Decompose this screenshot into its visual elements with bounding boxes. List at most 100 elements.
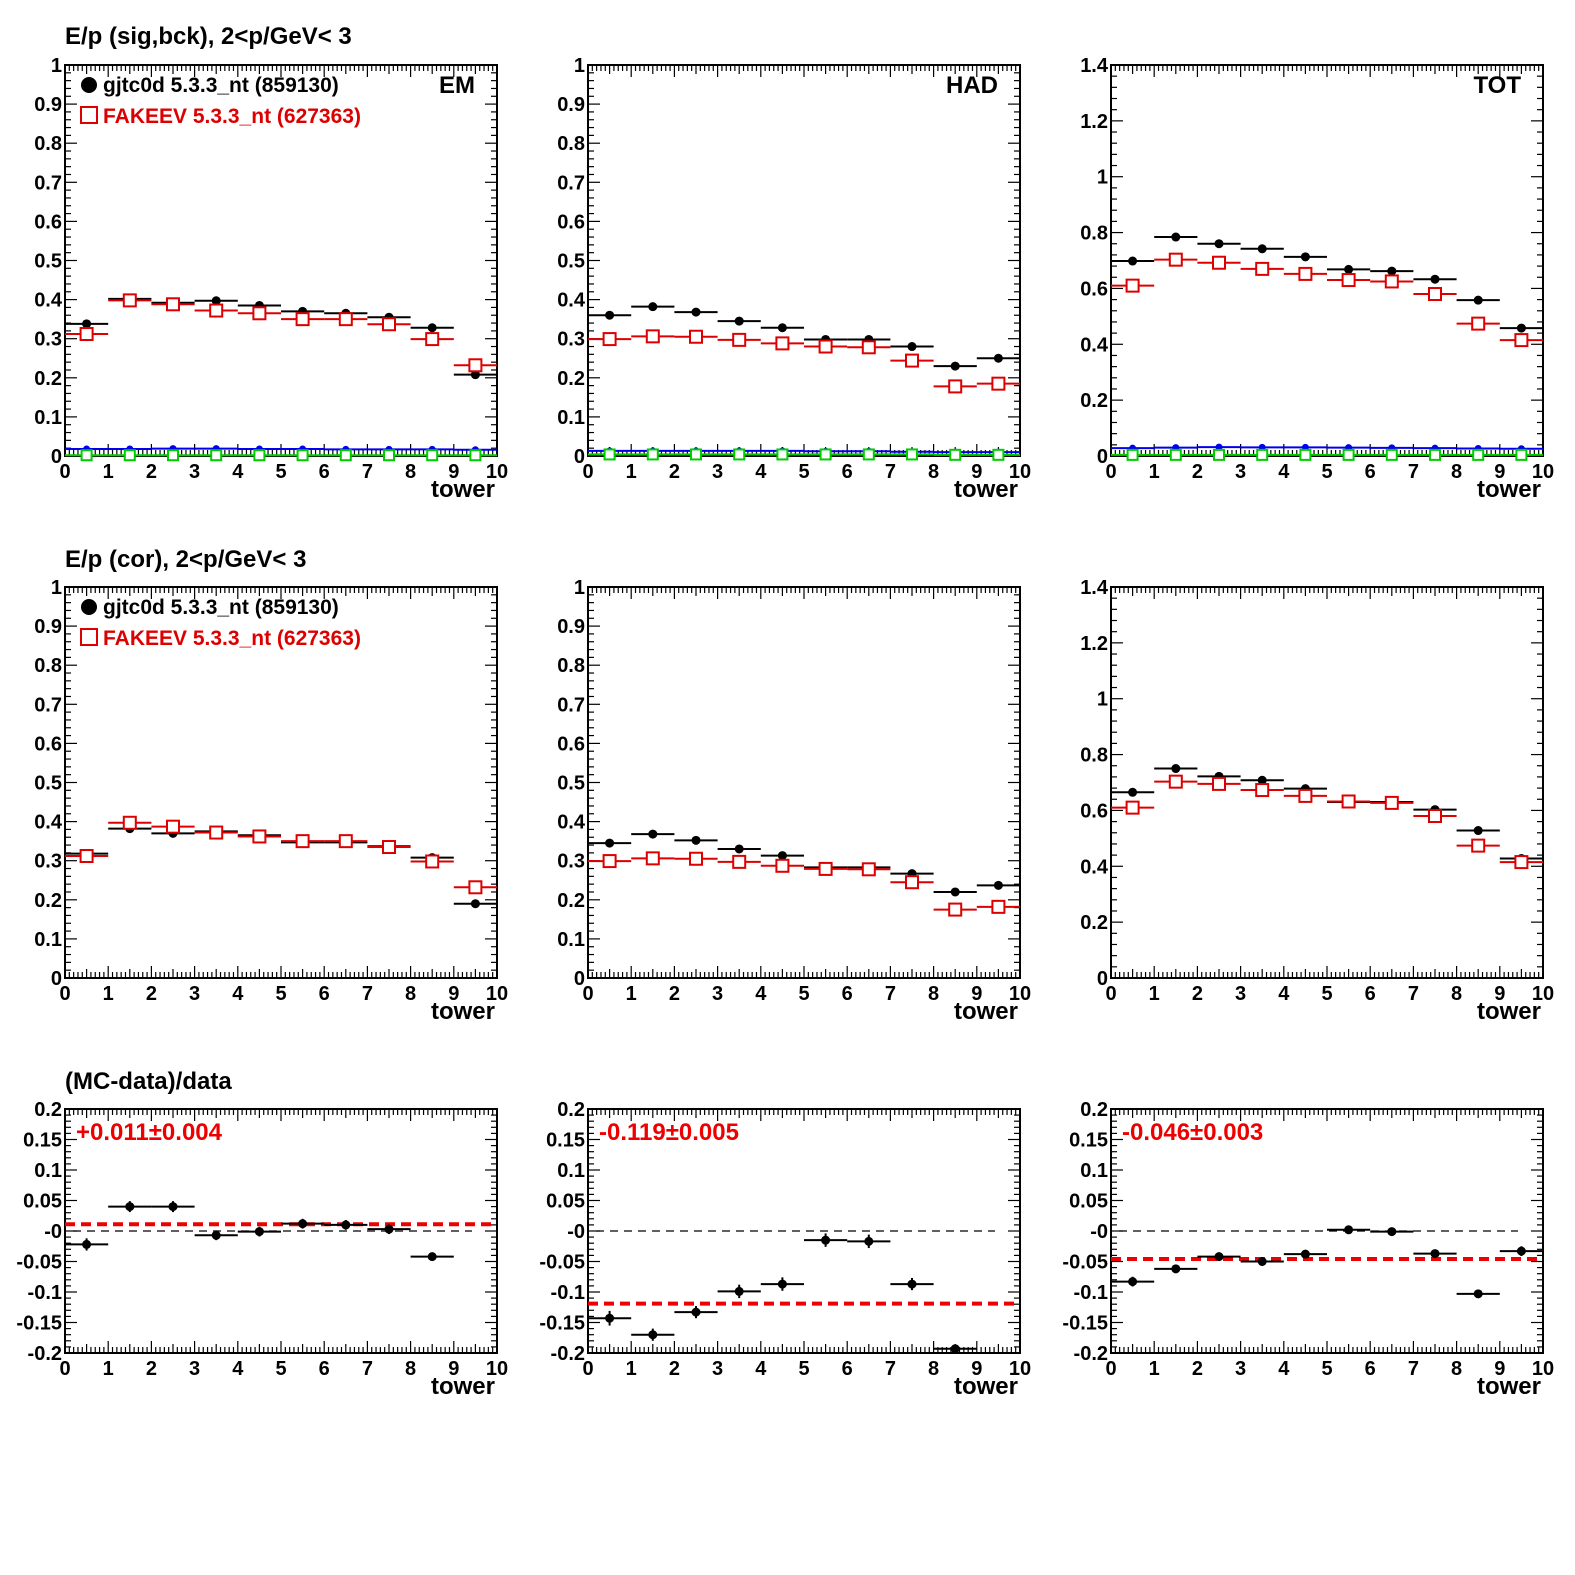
- y-tick-label: 0.8: [1080, 745, 1108, 767]
- series-0: [588, 302, 1020, 371]
- x-tick-label: 1: [103, 461, 114, 483]
- data-point: [992, 448, 1005, 461]
- x-tick-label: 1: [626, 461, 637, 483]
- y-tick-label: -0: [567, 1221, 585, 1243]
- x-tick-label: 10: [486, 1358, 508, 1380]
- x-tick-label: 3: [712, 1358, 723, 1380]
- x-tick-label: 5: [1321, 461, 1332, 483]
- data-point: [298, 1219, 308, 1229]
- x-tick-label: 2: [146, 983, 157, 1005]
- y-tick-label: 0.6: [1080, 278, 1108, 300]
- data-point: [691, 307, 701, 317]
- x-tick-label: 10: [486, 461, 508, 483]
- data-point: [211, 296, 221, 306]
- data-point: [1430, 1249, 1440, 1259]
- y-tick-label: 0.4: [1080, 856, 1109, 878]
- data-point: [82, 319, 92, 329]
- x-tick-label: 4: [755, 983, 767, 1005]
- y-tick-label: 0.4: [557, 812, 586, 834]
- data-point: [1171, 1264, 1181, 1274]
- y-tick-label: 0.05: [23, 1191, 62, 1213]
- data-point: [209, 303, 224, 318]
- data-point: [427, 323, 437, 333]
- y-tick-label: 0: [574, 968, 585, 990]
- data-point: [1214, 1252, 1224, 1262]
- data-point: [775, 336, 790, 351]
- corner-label: TOT: [1473, 72, 1521, 99]
- x-tick-label: 7: [885, 1358, 896, 1380]
- x-axis-title: tower: [1477, 476, 1541, 503]
- data-point: [906, 448, 918, 461]
- data-point: [341, 1220, 351, 1230]
- x-tick-label: 8: [405, 983, 416, 1005]
- series-0: [1111, 232, 1543, 333]
- data-point: [1125, 800, 1140, 815]
- data-point: [1384, 274, 1399, 289]
- data-point: [338, 834, 353, 849]
- legend-marker-data: [81, 599, 97, 615]
- x-tick-label: 8: [1451, 461, 1462, 483]
- corner-label: HAD: [946, 72, 998, 99]
- x-tick-label: 7: [1408, 1358, 1419, 1380]
- data-point: [905, 353, 919, 368]
- data-point: [1473, 1289, 1483, 1299]
- y-tick-label: 0.1: [557, 929, 585, 951]
- data-point: [1255, 261, 1270, 276]
- data-point: [1257, 775, 1267, 785]
- y-tick-label: 0.15: [23, 1130, 62, 1152]
- data-point: [648, 829, 658, 839]
- y-tick-label: 0.9: [557, 616, 585, 638]
- data-point: [1255, 783, 1270, 798]
- data-point: [122, 815, 137, 830]
- data-point: [1168, 252, 1183, 267]
- x-tick-label: 2: [669, 983, 680, 1005]
- data-point: [1257, 244, 1267, 254]
- data-point: [777, 1279, 787, 1289]
- y-tick-label: 0.2: [34, 368, 62, 390]
- data-point: [775, 858, 790, 873]
- y-tick-label: 0.6: [557, 211, 585, 233]
- data-point: [864, 1236, 874, 1246]
- data-point: [861, 340, 876, 355]
- plot-frame: [587, 64, 1021, 457]
- y-tick-label: -0: [1090, 1221, 1108, 1243]
- panel-row2-tot: 0 1 2 3 4 5 6 7 8 9 10 0 0.2 0.4 0.6 0.8 1 1.2 1.4 tower: [1080, 577, 1554, 1025]
- y-tick-label: 1.4: [1080, 577, 1109, 599]
- x-tick-label: 2: [1192, 983, 1203, 1005]
- data-point: [253, 449, 266, 462]
- panel-row2-had: 0 1 2 3 4 5 6 7 8 9 10 0 0.1 0.2 0.3 0.4 0.5 0.6 0.7 0.8 0.9…: [557, 577, 1031, 1025]
- x-tick-label: 6: [319, 983, 330, 1005]
- data-point: [777, 323, 787, 333]
- x-tick-label: 0: [1105, 983, 1116, 1005]
- data-point: [1516, 1246, 1526, 1256]
- data-point: [907, 1279, 917, 1289]
- data-point: [648, 302, 658, 312]
- data-point: [993, 880, 1003, 890]
- data-point: [645, 851, 660, 866]
- data-point: [605, 1313, 615, 1323]
- x-tick-label: 6: [1365, 1358, 1376, 1380]
- x-tick-label: 1: [1149, 1358, 1160, 1380]
- data-point: [732, 854, 747, 869]
- y-tick-label: 1: [1097, 167, 1108, 189]
- y-tick-label: 0.5: [34, 773, 62, 795]
- data-point: [1430, 274, 1440, 284]
- x-tick-label: 10: [1532, 461, 1554, 483]
- y-tick-label: 0: [51, 968, 62, 990]
- data-point: [1299, 448, 1312, 461]
- data-point: [991, 899, 1006, 914]
- x-tick-label: 9: [448, 461, 459, 483]
- data-point: [1384, 795, 1399, 810]
- x-axis-title: tower: [1477, 998, 1541, 1025]
- data-point: [993, 353, 1003, 363]
- data-point: [1471, 316, 1486, 331]
- y-tick-label: 0.6: [34, 733, 62, 755]
- data-point: [1256, 448, 1269, 461]
- x-tick-label: 6: [842, 461, 853, 483]
- data-point: [818, 861, 833, 876]
- y-tick-label: 0.2: [34, 890, 62, 912]
- data-point: [602, 332, 617, 347]
- x-tick-label: 1: [1149, 983, 1160, 1005]
- data-point: [470, 370, 480, 380]
